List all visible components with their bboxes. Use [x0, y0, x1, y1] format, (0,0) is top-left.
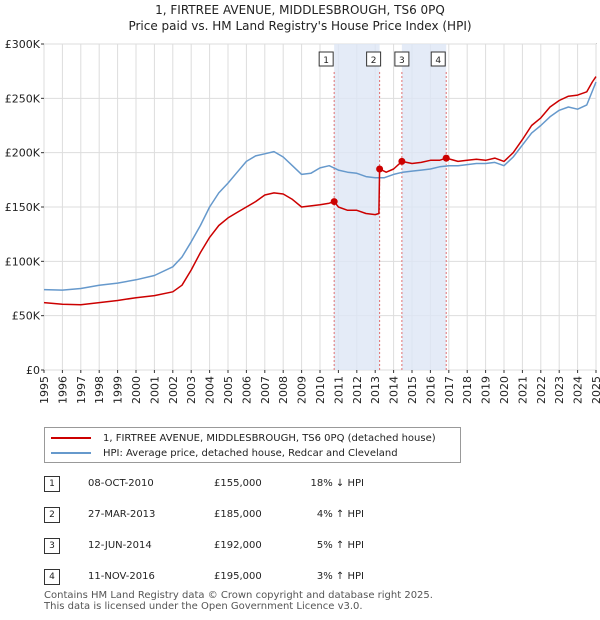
y-tick-label: £250K [5, 92, 41, 105]
sale-badge: 4 [44, 569, 60, 585]
legend-item-property: 1, FIRTREE AVENUE, MIDDLESBROUGH, TS6 0P… [51, 431, 436, 445]
sale-badge: 3 [44, 538, 60, 554]
x-tick-label: 1999 [112, 376, 125, 404]
legend-swatch-hpi [51, 452, 91, 454]
x-tick-label: 2001 [148, 376, 161, 404]
sale-price: £195,000 [214, 571, 262, 582]
legend-label-property: 1, FIRTREE AVENUE, MIDDLESBROUGH, TS6 0P… [103, 432, 436, 444]
highlight-band [334, 44, 380, 370]
sale-row-2: 2 27-MAR-2013 £185,000 4% ↑ HPI [44, 505, 464, 525]
x-tick-label: 2025 [590, 376, 600, 404]
sale-date: 27-MAR-2013 [88, 509, 156, 520]
x-tick-label: 2014 [388, 376, 401, 404]
legend-swatch-property [51, 437, 91, 439]
sale-marker-box [366, 51, 382, 67]
sale-date: 11-NOV-2016 [88, 571, 155, 582]
y-tick-label: £300K [5, 38, 41, 51]
x-tick-label: 2010 [314, 376, 327, 404]
sale-row-4: 4 11-NOV-2016 £195,000 3% ↑ HPI [44, 567, 464, 587]
x-tick-label: 1996 [56, 376, 69, 404]
x-tick-label: 2008 [277, 376, 290, 404]
sale-badge: 2 [44, 507, 60, 523]
sale-point [398, 157, 406, 165]
x-tick-label: 2005 [222, 376, 235, 404]
y-tick-label: £150K [5, 201, 41, 214]
sale-row-1: 1 08-OCT-2010 £155,000 18% ↓ HPI [44, 474, 464, 494]
price-chart: 1, FIRTREE AVENUE, MIDDLESBROUGH, TS6 0P… [5, 3, 600, 404]
x-tick-label: 2021 [516, 376, 529, 404]
x-tick-label: 2020 [498, 376, 511, 404]
footer-copyright: Contains HM Land Registry data © Crown c… [44, 590, 433, 601]
chart-legend: 1, FIRTREE AVENUE, MIDDLESBROUGH, TS6 0P… [44, 427, 461, 463]
x-tick-label: 1997 [75, 376, 88, 404]
x-tick-label: 2013 [369, 376, 382, 404]
sale-price: £155,000 [214, 478, 262, 489]
x-tick-label: 1995 [38, 376, 51, 404]
x-tick-label: 2019 [480, 376, 493, 404]
sale-marker-box [430, 51, 446, 67]
y-tick-label: £100K [5, 255, 41, 268]
sale-marker-box [394, 51, 410, 67]
footer-notice: Contains HM Land Registry data © Crown c… [44, 590, 433, 612]
footer-licence: This data is licensed under the Open Gov… [44, 601, 363, 612]
x-tick-label: 2007 [259, 376, 272, 404]
sale-marker-box [318, 51, 334, 67]
sale-point [330, 198, 338, 206]
sale-price: £192,000 [214, 540, 262, 551]
x-tick-label: 2003 [185, 376, 198, 404]
x-tick-label: 2023 [553, 376, 566, 404]
legend-item-hpi: HPI: Average price, detached house, Redc… [51, 446, 398, 460]
sale-point [442, 154, 450, 162]
sale-date: 12-JUN-2014 [88, 540, 152, 551]
x-tick-label: 2009 [296, 376, 309, 404]
x-tick-label: 2011 [332, 376, 345, 404]
sale-marker-label: 2 [371, 56, 377, 66]
sale-hpi-diff: 18% ↓ HPI [310, 478, 364, 489]
chart-title: 1, FIRTREE AVENUE, MIDDLESBROUGH, TS6 0P… [155, 3, 445, 17]
x-tick-label: 2004 [204, 376, 217, 404]
sale-hpi-diff: 5% ↑ HPI [316, 540, 364, 551]
sale-row-3: 3 12-JUN-2014 £192,000 5% ↑ HPI [44, 536, 464, 556]
sale-date: 08-OCT-2010 [88, 478, 154, 489]
sale-badge: 1 [44, 476, 60, 492]
property-price-line [43, 76, 597, 306]
x-tick-label: 2018 [461, 376, 474, 404]
x-tick-label: 2017 [443, 376, 456, 404]
y-tick-label: £0 [26, 364, 40, 377]
sale-marker-label: 3 [399, 56, 405, 66]
chart-subtitle: Price paid vs. HM Land Registry's House … [128, 19, 471, 33]
hpi-line [43, 81, 597, 291]
y-tick-label: £50K [12, 310, 41, 323]
legend-label-hpi: HPI: Average price, detached house, Redc… [103, 447, 398, 459]
highlight-band [401, 44, 447, 370]
x-tick-label: 2002 [167, 376, 180, 404]
sale-price: £185,000 [214, 509, 262, 520]
x-tick-label: 2024 [572, 376, 585, 404]
x-tick-label: 2000 [130, 376, 143, 404]
sale-marker-label: 1 [323, 56, 329, 66]
sale-hpi-diff: 3% ↑ HPI [316, 571, 364, 582]
sale-hpi-diff: 4% ↑ HPI [316, 509, 364, 520]
sale-marker-label: 4 [435, 56, 441, 66]
x-tick-label: 2016 [424, 376, 437, 404]
x-tick-label: 2012 [351, 376, 364, 404]
x-tick-label: 2015 [406, 376, 419, 404]
x-tick-label: 1998 [93, 376, 106, 404]
x-tick-label: 2006 [240, 376, 253, 404]
y-tick-label: £200K [5, 147, 41, 160]
x-tick-label: 2022 [535, 376, 548, 404]
sale-point [376, 165, 384, 173]
